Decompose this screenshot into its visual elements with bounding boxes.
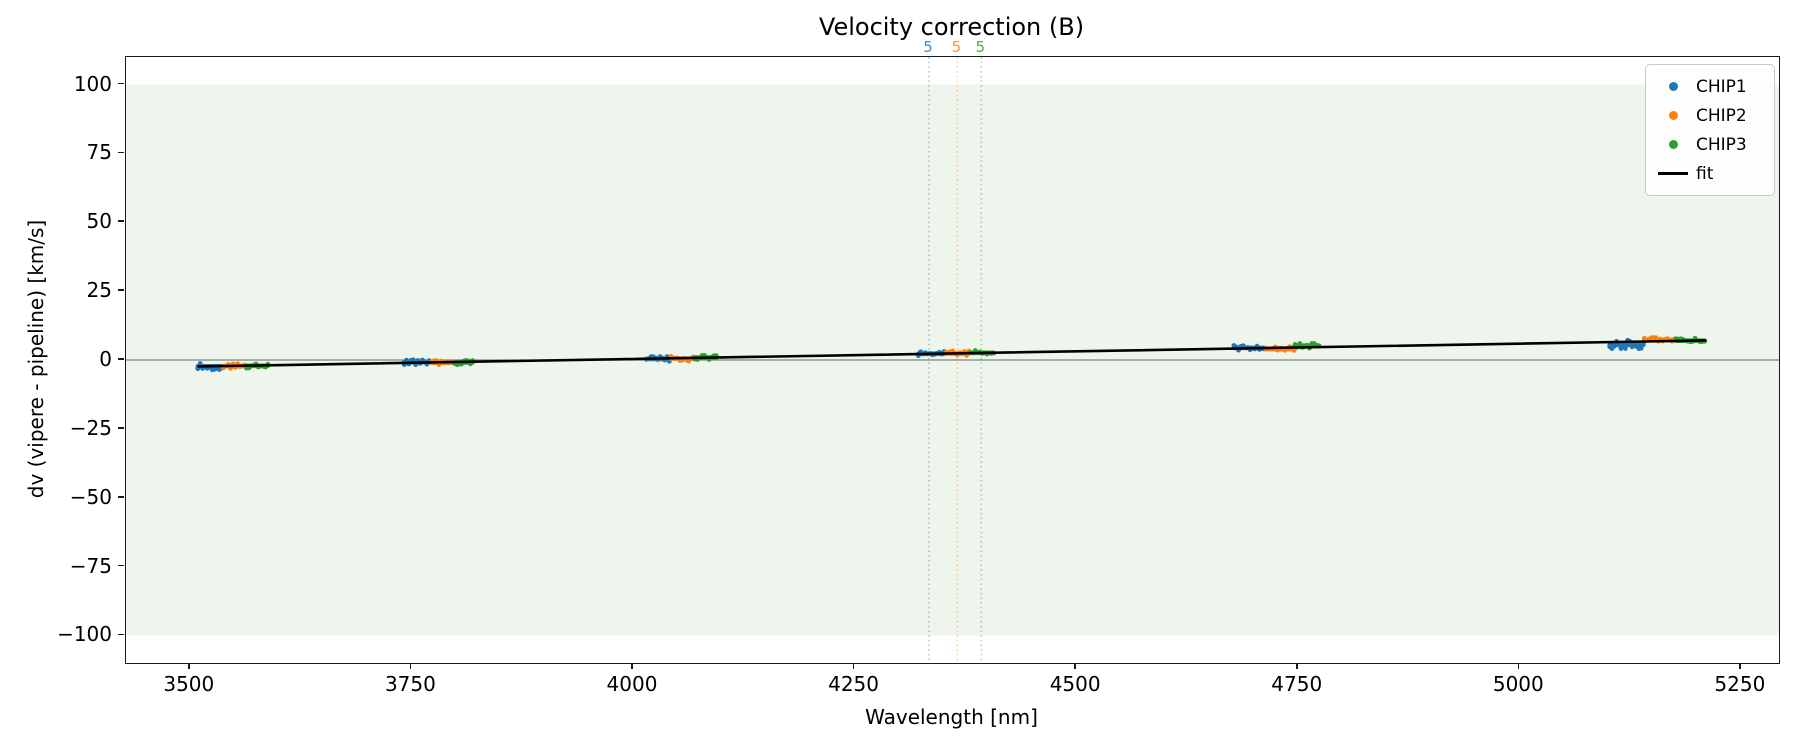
y-tick-label: 0 xyxy=(99,347,112,371)
y-tick-mark xyxy=(118,289,124,291)
plot-title: Velocity correction (B) xyxy=(818,13,1085,41)
scatter-point-CHIP1 xyxy=(1623,346,1628,351)
y-tick-label: 75 xyxy=(86,140,112,165)
line-swatch xyxy=(1658,172,1688,175)
x-tick-label: 4250 xyxy=(828,672,879,696)
y-tick-mark xyxy=(118,427,124,429)
y-tick-label: −50 xyxy=(69,484,112,509)
x-tick-label: 5000 xyxy=(1492,672,1544,696)
y-tick-mark xyxy=(118,151,124,154)
scatter-point-CHIP1 xyxy=(1629,344,1635,350)
y-tick-label: −100 xyxy=(57,622,112,647)
x-tick-mark xyxy=(1739,663,1741,669)
scatter-point-CHIP2 xyxy=(1291,347,1297,353)
scatter-point-CHIP1 xyxy=(1638,345,1644,351)
dot-swatch xyxy=(1668,82,1678,91)
x-tick-label: 4500 xyxy=(1049,672,1101,696)
legend-line-icon xyxy=(1656,172,1690,175)
legend-item-CHIP1: CHIP1 xyxy=(1656,72,1766,101)
y-tick-mark xyxy=(118,564,124,567)
dot-swatch xyxy=(1668,140,1678,149)
y-tick-label: 50 xyxy=(86,209,112,234)
legend-dot-icon xyxy=(1656,111,1690,120)
order-label: 5 xyxy=(951,38,962,56)
scatter-point-CHIP1 xyxy=(1611,343,1617,349)
legend-label: CHIP2 xyxy=(1696,105,1747,126)
order-label: 5 xyxy=(923,38,933,56)
scatter-point-CHIP1 xyxy=(197,361,203,366)
x-tick-mark xyxy=(188,663,190,669)
x-tick-label: 3750 xyxy=(384,672,436,696)
x-tick-label: 5250 xyxy=(1714,672,1766,696)
x-axis-label: Wavelength [nm] xyxy=(865,705,1038,729)
scatter-point-CHIP2 xyxy=(1653,335,1659,341)
dot-swatch xyxy=(1668,111,1678,120)
y-axis-label: dv (vipere - pipeline) [km/s] xyxy=(24,219,48,499)
x-tick-mark xyxy=(409,663,412,669)
x-tick-label: 3500 xyxy=(163,672,215,696)
y-tick-mark xyxy=(118,82,124,85)
fit-line xyxy=(197,339,1707,368)
x-tick-mark xyxy=(1295,663,1298,669)
plot-canvas xyxy=(126,57,1779,663)
x-tick-mark xyxy=(1074,663,1076,669)
scatter-point-CHIP3 xyxy=(1297,341,1303,346)
y-tick-mark xyxy=(118,358,124,360)
order-label: 5 xyxy=(975,38,986,56)
y-tick-label: −25 xyxy=(69,415,112,440)
x-tick-mark xyxy=(631,663,633,669)
legend-dot-icon xyxy=(1656,140,1690,149)
x-tick-label: 4000 xyxy=(606,672,658,696)
scatter-point-CHIP1 xyxy=(404,357,409,363)
y-tick-label: 25 xyxy=(86,278,112,303)
y-tick-mark xyxy=(118,633,124,636)
legend-item-fit: fit xyxy=(1656,159,1766,188)
x-tick-label: 4750 xyxy=(1271,672,1323,696)
scatter-point-CHIP1 xyxy=(1616,342,1622,348)
legend: CHIP1 CHIP2 CHIP3 fit xyxy=(1645,64,1775,196)
legend-label: CHIP1 xyxy=(1696,76,1747,97)
legend-item-CHIP2: CHIP2 xyxy=(1656,101,1766,130)
y-tick-label: 100 xyxy=(73,71,112,96)
legend-label: CHIP3 xyxy=(1696,134,1747,155)
scatter-point-CHIP1 xyxy=(410,357,416,363)
y-tick-mark xyxy=(118,220,124,223)
legend-item-CHIP3: CHIP3 xyxy=(1656,130,1766,159)
x-tick-mark xyxy=(1517,663,1520,669)
y-tick-mark xyxy=(118,495,124,498)
y-tick-label: −75 xyxy=(69,553,112,578)
axes-area xyxy=(125,56,1780,664)
x-tick-mark xyxy=(852,663,855,669)
legend-dot-icon xyxy=(1656,82,1690,91)
legend-label: fit xyxy=(1696,163,1714,184)
